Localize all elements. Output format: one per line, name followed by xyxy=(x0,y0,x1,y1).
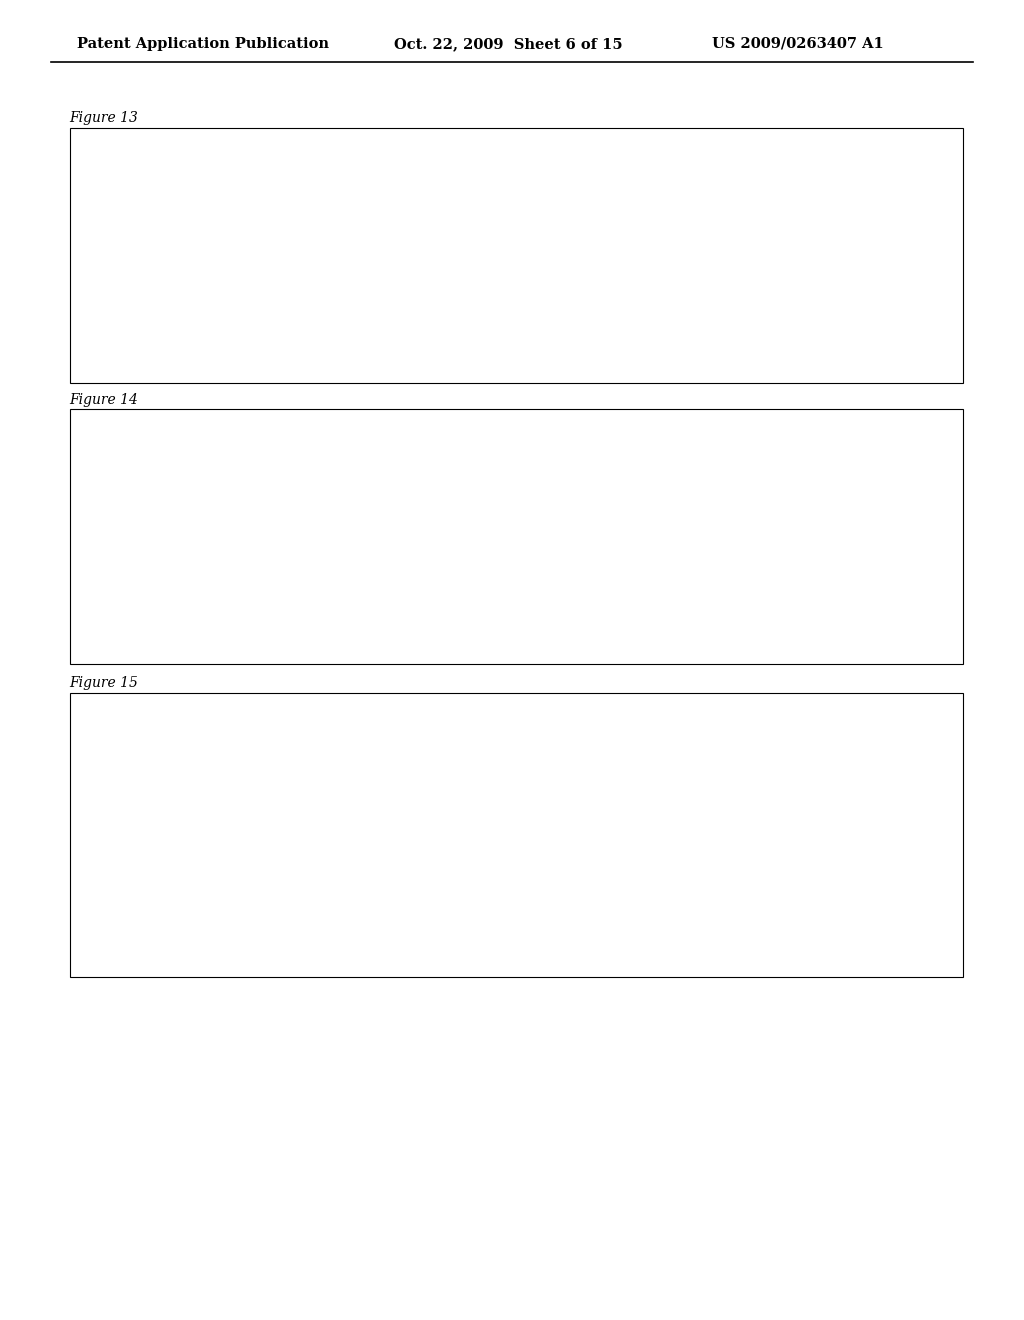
X-axis label: siRNA Concentration: siRNA Concentration xyxy=(426,623,555,632)
Text: Oct. 22, 2009  Sheet 6 of 15: Oct. 22, 2009 Sheet 6 of 15 xyxy=(394,37,623,51)
Text: Figure 13: Figure 13 xyxy=(70,111,138,125)
Title: Transfection (MDA-tetR-Luc cells): Transfection (MDA-tetR-Luc cells) xyxy=(379,700,602,713)
Title: Transfection (MDA-tetR-Luc cells): Transfection (MDA-tetR-Luc cells) xyxy=(379,135,602,148)
Text: Figure 15: Figure 15 xyxy=(70,676,138,690)
X-axis label: siRNA Concentration: siRNA Concentration xyxy=(426,342,555,351)
Text: Figure 14: Figure 14 xyxy=(70,392,138,407)
X-axis label: siRNA Concentration: siRNA Concentration xyxy=(426,936,555,945)
Y-axis label: Normalized luciferase Activity: Normalized luciferase Activity xyxy=(141,742,152,888)
Legend: Example 2-a: Example 2-a xyxy=(821,507,927,527)
Y-axis label: Normalized luciferase Activity: Normalized luciferase Activity xyxy=(141,162,152,309)
Y-axis label: Normalized luciferase Activity: Normalized luciferase Activity xyxy=(141,444,152,590)
Text: US 2009/0263407 A1: US 2009/0263407 A1 xyxy=(712,37,884,51)
Text: Patent Application Publication: Patent Application Publication xyxy=(77,37,329,51)
Title: Transfection (MDA-tetR-Luc cells): Transfection (MDA-tetR-Luc cells) xyxy=(379,416,602,429)
Legend: Example 11-a, Example 17-b: Example 11-a, Example 17-b xyxy=(821,797,933,833)
Legend: Example 6-a: Example 6-a xyxy=(821,226,927,246)
